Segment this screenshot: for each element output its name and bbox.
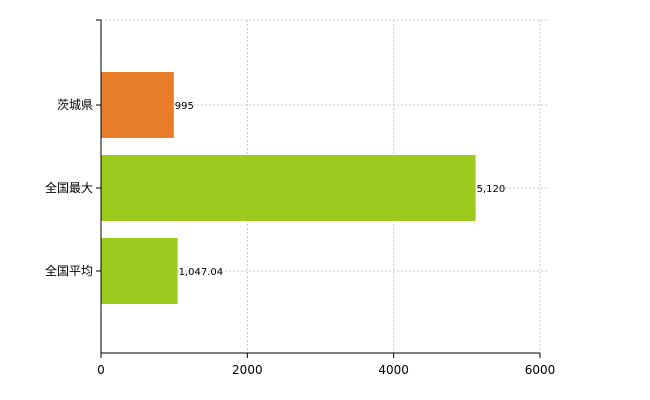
- y-tick-label: 全国平均: [45, 263, 93, 278]
- x-tick-label: 0: [97, 363, 105, 377]
- labels: 995 茨城県 5,120 全国最大 1,047.04 全国平均 0 2000 4000 6000: [45, 98, 555, 377]
- bars: [101, 72, 476, 304]
- bar-value-label: 995: [175, 101, 194, 112]
- bar-2: [101, 155, 476, 221]
- x-tick-label: 4000: [378, 363, 409, 377]
- x-tick-label: 2000: [232, 363, 263, 377]
- axes: [96, 19, 541, 358]
- y-tick-label: 茨城県: [57, 98, 93, 112]
- x-tick-label: 6000: [525, 363, 556, 377]
- y-tick-label: 全国最大: [45, 180, 93, 195]
- bar-value-label: 1,047.04: [179, 267, 224, 278]
- bar-3: [101, 238, 178, 304]
- bar-value-label: 5,120: [477, 184, 506, 195]
- bar-1: [101, 72, 174, 138]
